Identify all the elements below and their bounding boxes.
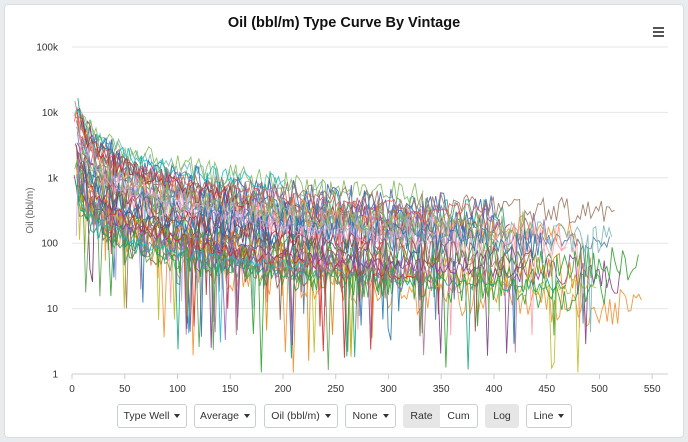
type-well-dropdown[interactable]: Type Well bbox=[117, 404, 187, 428]
series-line bbox=[74, 149, 529, 317]
x-tick-label: 550 bbox=[644, 384, 661, 395]
oil-dropdown[interactable]: Oil (bbl/m) bbox=[264, 404, 338, 428]
x-tick-label: 0 bbox=[69, 384, 75, 395]
none-label: None bbox=[352, 410, 378, 422]
chevron-down-icon bbox=[558, 414, 565, 418]
rate-toggle[interactable]: Rate bbox=[403, 404, 440, 428]
type-well-label: Type Well bbox=[123, 410, 170, 422]
y-tick-label: 10 bbox=[47, 304, 59, 315]
chevron-down-icon bbox=[174, 414, 181, 418]
y-axis-label: Oil (bbl/m) bbox=[25, 187, 36, 233]
series-line bbox=[75, 159, 544, 344]
log-toggle[interactable]: Log bbox=[485, 404, 519, 428]
series-line bbox=[75, 164, 583, 336]
line-dropdown[interactable]: Line bbox=[526, 404, 572, 428]
series-line bbox=[76, 120, 615, 299]
x-tick-label: 500 bbox=[591, 384, 608, 395]
series-line bbox=[75, 152, 399, 243]
oil-label: Oil (bbl/m) bbox=[271, 410, 320, 422]
chevron-down-icon bbox=[243, 414, 250, 418]
chevron-down-icon bbox=[324, 414, 331, 418]
y-tick-label: 100 bbox=[41, 239, 58, 250]
series-line bbox=[78, 116, 567, 336]
series-group bbox=[73, 98, 642, 373]
y-tick-label: 1 bbox=[52, 370, 58, 381]
line-label: Line bbox=[533, 410, 554, 422]
x-tick-label: 400 bbox=[486, 384, 503, 395]
x-tick-label: 350 bbox=[433, 384, 450, 395]
y-tick-label: 10k bbox=[42, 108, 59, 119]
series-line bbox=[79, 116, 252, 255]
rate-label: Rate bbox=[410, 410, 433, 422]
x-tick-label: 150 bbox=[222, 384, 239, 395]
average-label: Average bbox=[200, 410, 239, 422]
y-tick-label: 1k bbox=[47, 173, 59, 184]
hamburger-menu-icon[interactable] bbox=[648, 24, 668, 40]
chart-controls-toolbar: Type Well Average Oil (bbl/m) None Rate … bbox=[0, 404, 688, 428]
log-label: Log bbox=[493, 410, 511, 422]
series-line bbox=[77, 166, 258, 337]
series-line bbox=[76, 151, 534, 337]
x-tick-label: 200 bbox=[275, 384, 292, 395]
average-dropdown[interactable]: Average bbox=[194, 404, 256, 428]
x-tick-label: 250 bbox=[327, 384, 344, 395]
y-tick-label: 100k bbox=[36, 43, 59, 54]
x-tick-label: 450 bbox=[538, 384, 555, 395]
series-line bbox=[74, 143, 416, 358]
x-tick-label: 300 bbox=[380, 384, 397, 395]
cum-label: Cum bbox=[447, 410, 470, 422]
plot-area: 1 10 100 1k 10k 100k 0 50 100 150 200 250 300 350 400 4… bbox=[25, 43, 668, 395]
x-tick-label: 100 bbox=[169, 384, 186, 395]
chart-title: Oil (bbl/m) Type Curve By Vintage bbox=[227, 15, 461, 31]
series-line bbox=[77, 190, 306, 343]
chevron-down-icon bbox=[382, 414, 389, 418]
x-tick-label: 50 bbox=[119, 384, 131, 395]
cum-toggle[interactable]: Cum bbox=[440, 404, 478, 428]
none-dropdown[interactable]: None bbox=[345, 404, 396, 428]
